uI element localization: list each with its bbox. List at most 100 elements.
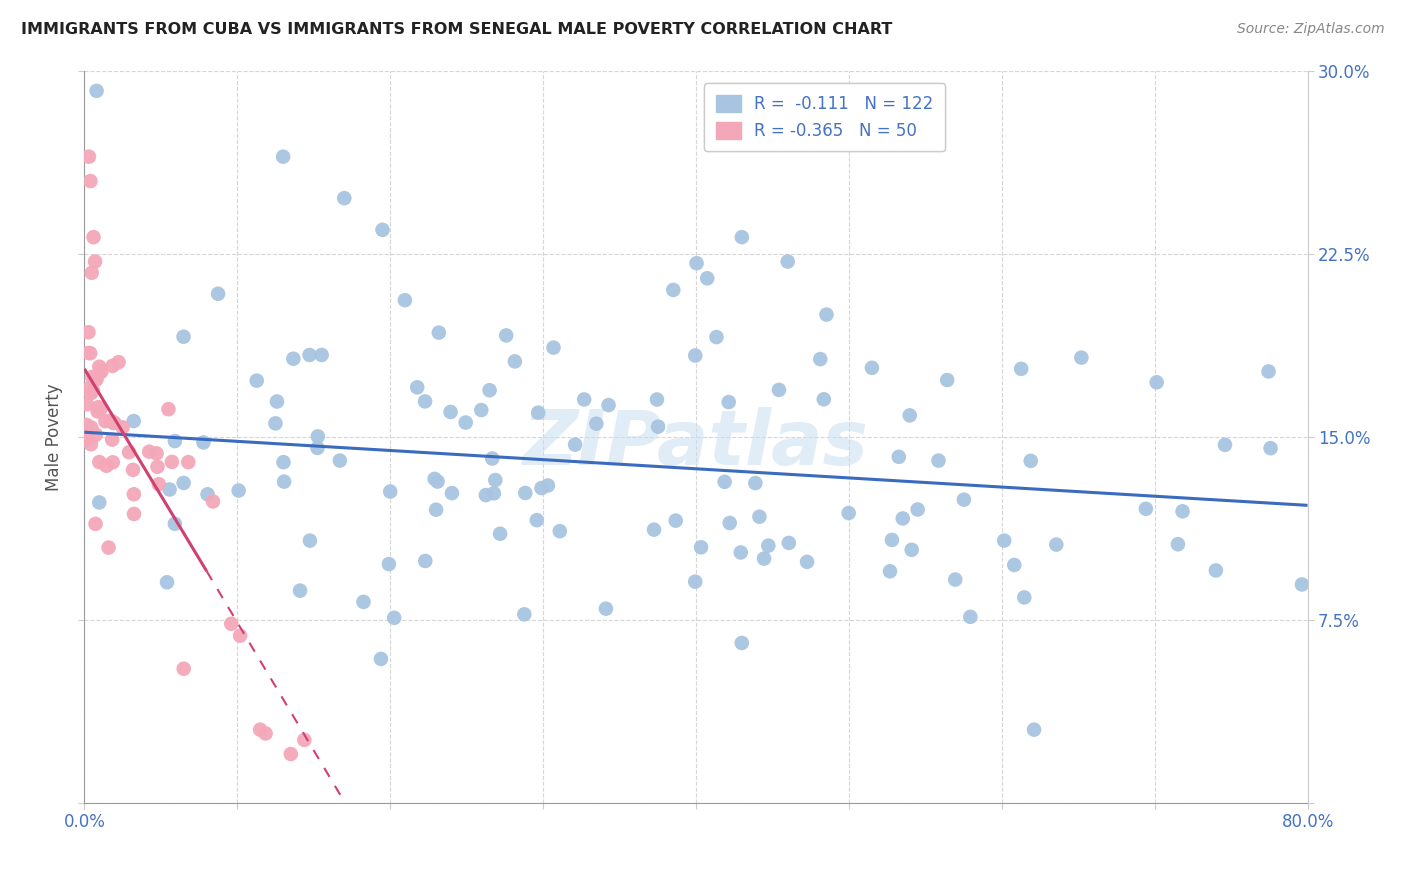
Point [107, 355, 129, 369]
Point [84, 254, 107, 268]
Point [808, 352, 831, 367]
Point [77, 325, 100, 339]
Point [756, 539, 779, 553]
Point [103, 416, 125, 430]
Point [298, 533, 321, 548]
Point [936, 373, 959, 387]
Point [173, 475, 195, 490]
Point [1257, 364, 1279, 378]
Point [280, 747, 302, 761]
Point [84, 427, 107, 442]
Point [201, 494, 224, 508]
Point [228, 483, 250, 498]
Point [647, 419, 669, 434]
Point [1146, 376, 1168, 390]
Point [298, 348, 321, 362]
Point [83, 230, 105, 244]
Point [122, 487, 145, 501]
Point [122, 507, 145, 521]
Point [173, 662, 195, 676]
Point [84, 516, 107, 531]
Point [75, 432, 97, 446]
Point [425, 502, 447, 516]
Point [953, 492, 976, 507]
Point [645, 392, 668, 407]
Point [548, 524, 571, 538]
Point [1171, 504, 1194, 518]
Point [197, 487, 219, 501]
Point [80, 420, 103, 434]
Point [148, 477, 170, 491]
Y-axis label: Male Poverty: Male Poverty [45, 384, 63, 491]
Point [89, 359, 111, 374]
Point [1213, 438, 1236, 452]
Point [1135, 501, 1157, 516]
Point [229, 629, 252, 643]
Point [748, 509, 770, 524]
Point [717, 395, 740, 409]
Point [249, 723, 271, 737]
Point [101, 359, 124, 373]
Point [370, 652, 392, 666]
Point [77, 346, 100, 360]
Legend: R =  -0.111   N = 122, R = -0.365   N = 50: R = -0.111 N = 122, R = -0.365 N = 50 [704, 83, 945, 152]
Point [307, 441, 329, 455]
Point [273, 475, 295, 489]
Point [271, 150, 294, 164]
Point [1045, 538, 1067, 552]
Point [572, 392, 595, 407]
Point [382, 611, 405, 625]
Point [685, 349, 707, 363]
Point [86, 404, 108, 418]
Point [122, 463, 145, 477]
Point [292, 732, 315, 747]
Point [1019, 454, 1042, 468]
Point [333, 191, 356, 205]
Point [371, 223, 394, 237]
Point [495, 328, 517, 343]
Point [86, 372, 108, 386]
Point [288, 583, 311, 598]
Point [94, 414, 117, 428]
Point [530, 481, 553, 495]
Point [77, 425, 100, 439]
Point [1070, 351, 1092, 365]
Point [90, 401, 112, 416]
Point [246, 374, 269, 388]
Point [662, 283, 685, 297]
Point [160, 455, 183, 469]
Point [97, 541, 120, 555]
Point [440, 486, 463, 500]
Point [163, 516, 186, 531]
Point [84, 372, 107, 386]
Point [96, 458, 118, 473]
Point [993, 533, 1015, 548]
Point [752, 551, 775, 566]
Point [329, 453, 352, 467]
Point [731, 636, 754, 650]
Point [378, 557, 401, 571]
Point [307, 429, 329, 443]
Point [1291, 577, 1313, 591]
Point [79, 380, 101, 394]
Point [413, 394, 436, 409]
Point [173, 329, 195, 343]
Point [103, 416, 125, 430]
Point [157, 402, 180, 417]
Point [537, 478, 560, 492]
Point [413, 554, 436, 568]
Point [475, 488, 498, 502]
Point [380, 484, 402, 499]
Point [813, 392, 835, 407]
Point [959, 610, 981, 624]
Point [138, 444, 160, 458]
Point [543, 341, 565, 355]
Point [101, 433, 124, 447]
Point [87, 400, 110, 414]
Point [891, 511, 914, 525]
Point [80, 266, 103, 280]
Point [690, 541, 713, 555]
Point [79, 346, 101, 360]
Point [478, 383, 501, 397]
Point [89, 455, 111, 469]
